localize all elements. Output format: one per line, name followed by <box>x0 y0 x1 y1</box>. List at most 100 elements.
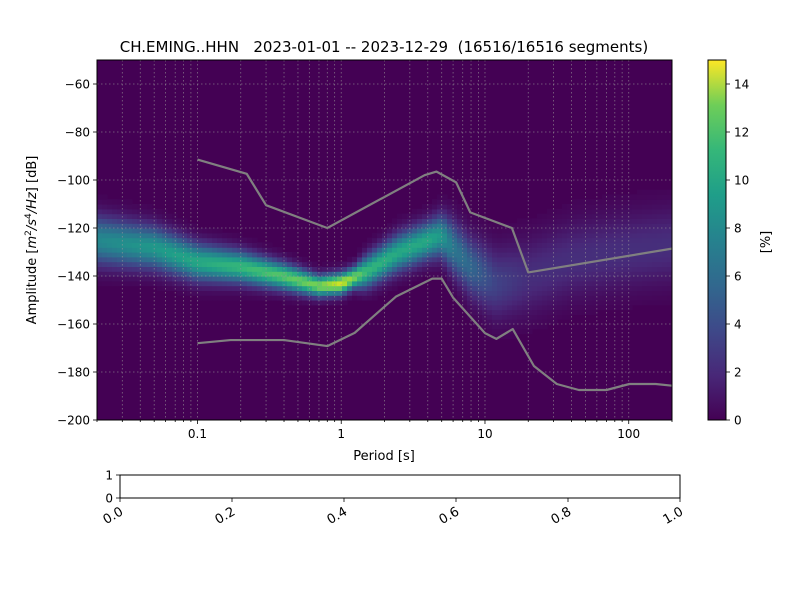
heatmap-cell <box>607 261 613 267</box>
heatmap-cell <box>587 304 593 311</box>
heatmap-cell <box>162 228 168 234</box>
heatmap-cell <box>667 266 672 272</box>
heatmap-cell <box>627 256 633 263</box>
heatmap-cell <box>577 213 583 219</box>
heatmap-cell <box>602 213 608 219</box>
heatmap-cell <box>542 252 548 258</box>
heatmap-cell <box>412 271 418 277</box>
heatmap-cell <box>392 266 398 272</box>
heatmap-cell <box>462 280 468 287</box>
y-tick-label: −100 <box>57 174 90 188</box>
heatmap-cell <box>402 280 408 287</box>
heatmap-cell <box>397 266 403 272</box>
heatmap-cell <box>302 266 308 272</box>
heatmap-cell <box>522 285 528 291</box>
heatmap-cell <box>537 314 543 320</box>
heatmap-cell <box>632 290 638 296</box>
heatmap-cell <box>237 247 243 253</box>
heatmap-cell <box>632 300 638 306</box>
heatmap-cell <box>237 290 243 296</box>
heatmap-cell <box>627 290 633 296</box>
heatmap-cell <box>527 242 533 248</box>
heatmap-cell <box>532 304 538 311</box>
heatmap-cell <box>607 218 613 224</box>
heatmap-cell <box>147 223 153 229</box>
heatmap-cell <box>662 261 668 267</box>
heatmap-cell <box>572 266 578 272</box>
heatmap-cell <box>512 256 518 263</box>
heatmap-cell <box>367 242 373 248</box>
heatmap-cell <box>102 256 108 263</box>
heatmap-cell <box>557 261 563 267</box>
heatmap-cell <box>97 204 103 210</box>
heatmap-cell <box>172 237 178 243</box>
heatmap-cell <box>582 199 588 205</box>
heatmap-cell <box>457 290 463 296</box>
heatmap-cell <box>562 280 568 287</box>
heatmap-cell <box>487 290 493 296</box>
heatmap-cell <box>457 247 463 253</box>
heatmap-cell <box>652 276 658 282</box>
heatmap-cell <box>112 223 118 229</box>
heatmap-cell <box>352 295 358 301</box>
heatmap-cell <box>177 266 183 272</box>
heatmap-cell <box>617 290 623 296</box>
heatmap-cell <box>497 328 503 335</box>
heatmap-cell <box>277 261 283 267</box>
heatmap-cell <box>442 228 448 234</box>
heatmap-cell <box>157 247 163 253</box>
heatmap-cell <box>247 285 253 291</box>
heatmap-cell <box>612 256 618 263</box>
heatmap-cell <box>337 261 343 267</box>
heatmap-cell <box>172 261 178 267</box>
heatmap-cell <box>457 213 463 219</box>
heatmap-cell <box>657 208 663 215</box>
heatmap-cell <box>662 208 668 215</box>
heatmap-cell <box>452 199 458 205</box>
heatmap-cell <box>502 319 508 325</box>
heatmap-cell <box>627 285 633 291</box>
heatmap-cell <box>617 213 623 219</box>
heatmap-cell <box>562 204 568 210</box>
heatmap-cell <box>142 266 148 272</box>
heatmap-cell <box>557 242 563 248</box>
heatmap-cell <box>647 228 653 234</box>
heatmap-cell <box>182 247 188 253</box>
heatmap-cell <box>647 194 653 200</box>
heatmap-cell <box>97 280 103 287</box>
heatmap-cell <box>667 208 672 215</box>
heatmap-cell <box>477 300 483 306</box>
heatmap-cell <box>112 266 118 272</box>
heatmap-cell <box>432 261 438 267</box>
heatmap-cell <box>387 285 393 291</box>
heatmap-cell <box>532 324 538 330</box>
heatmap-cell <box>602 199 608 205</box>
heatmap-cell <box>192 242 198 248</box>
heatmap-cell <box>502 290 508 296</box>
heatmap-cell <box>322 276 328 282</box>
heatmap-cell <box>357 252 363 258</box>
heatmap-cell <box>257 266 263 272</box>
heatmap-cell <box>362 247 368 253</box>
heatmap-cell <box>232 285 238 291</box>
heatmap-cell <box>152 237 158 243</box>
heatmap-cell <box>327 261 333 267</box>
heatmap-cell <box>517 237 523 243</box>
heatmap-cell <box>247 261 253 267</box>
heatmap-cell <box>107 237 113 243</box>
heatmap-cell <box>387 271 393 277</box>
heatmap-cell <box>417 242 423 248</box>
heatmap-cell <box>592 285 598 291</box>
heatmap-cell <box>492 314 498 320</box>
heatmap-cell <box>587 242 593 248</box>
heatmap-cell <box>627 237 633 243</box>
heatmap-cell <box>397 261 403 267</box>
heatmap-cell <box>637 218 643 224</box>
heatmap-cell <box>542 295 548 301</box>
heatmap-cell <box>537 276 543 282</box>
heatmap-cell <box>612 228 618 234</box>
heatmap-cell <box>217 232 223 239</box>
heatmap-cell <box>332 295 338 301</box>
heatmap-cell <box>117 199 123 205</box>
heatmap-cell <box>282 300 288 306</box>
